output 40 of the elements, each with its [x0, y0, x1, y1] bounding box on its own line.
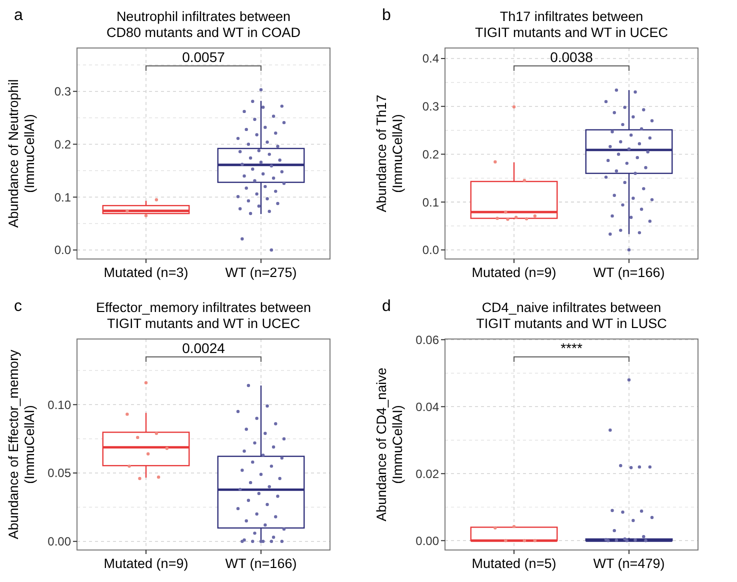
annotation: 0.0038	[550, 48, 594, 65]
annotation: 0.0024	[182, 340, 226, 356]
x-tick-label: Mutated (n=5)	[472, 556, 556, 571]
y-tick-label: 0.2	[54, 137, 72, 152]
x-tick-label: WT (n=275)	[225, 265, 297, 280]
y-axis-title: Abundance of Effector_memory (ImmuCellAI)	[6, 349, 37, 540]
chart-title: Neutrophil infiltrates between CD80 mutants and WT in COAD	[106, 9, 301, 40]
text: b	[382, 7, 391, 24]
y-axis-title: Abundance of Th17 (ImmuCellAI)	[374, 94, 405, 212]
y-tick-label: 0.3	[422, 100, 440, 114]
annotation: 0.0057	[182, 48, 226, 65]
x-tick-label: Mutated (n=3)	[104, 265, 188, 280]
text: a	[14, 7, 23, 24]
y-tick-label: 0.00	[416, 534, 440, 548]
x-tick-label: Mutated (n=9)	[472, 265, 556, 280]
y-tick-label: 0.10	[48, 398, 72, 412]
y-tick-label: 0.05	[48, 466, 72, 480]
y-axis-title: Abundance of Neutrophil (ImmuCellAI)	[6, 79, 37, 228]
annotation: ****	[560, 340, 583, 356]
x-tick-label: WT (n=479)	[593, 556, 665, 571]
x-tick-label: WT (n=166)	[225, 556, 297, 571]
y-axis-title: Abundance of CD4_naive (ImmuCellAI)	[374, 368, 405, 522]
y-tick-label: 0.2	[422, 147, 440, 162]
y-tick-label: 0.1	[422, 195, 440, 210]
y-tick-label: 0.1	[54, 190, 72, 204]
text: d	[382, 298, 391, 315]
chart-title: Effector_memory infiltrates between TIGIT mutants and WT in UCEC	[96, 300, 312, 331]
y-tick-label: 0.0	[54, 243, 72, 258]
y-tick-label: 0.0	[422, 243, 440, 258]
chart-title: CD4_naive infiltrates between TIGIT mutants and WT in LUSC	[476, 300, 668, 331]
y-tick-label: 0.4	[422, 52, 440, 66]
x-tick-label: WT (n=166)	[593, 265, 665, 280]
y-tick-label: 0.06	[416, 332, 440, 347]
y-tick-label: 0.00	[48, 534, 72, 549]
x-tick-label: Mutated (n=9)	[104, 556, 188, 571]
text: c	[14, 298, 22, 315]
chart-title: Th17 infiltrates between TIGIT mutants and WT in UCEC	[474, 9, 668, 40]
y-tick-label: 0.02	[416, 466, 440, 481]
y-tick-label: 0.04	[416, 400, 440, 414]
y-tick-label: 0.3	[54, 84, 72, 99]
